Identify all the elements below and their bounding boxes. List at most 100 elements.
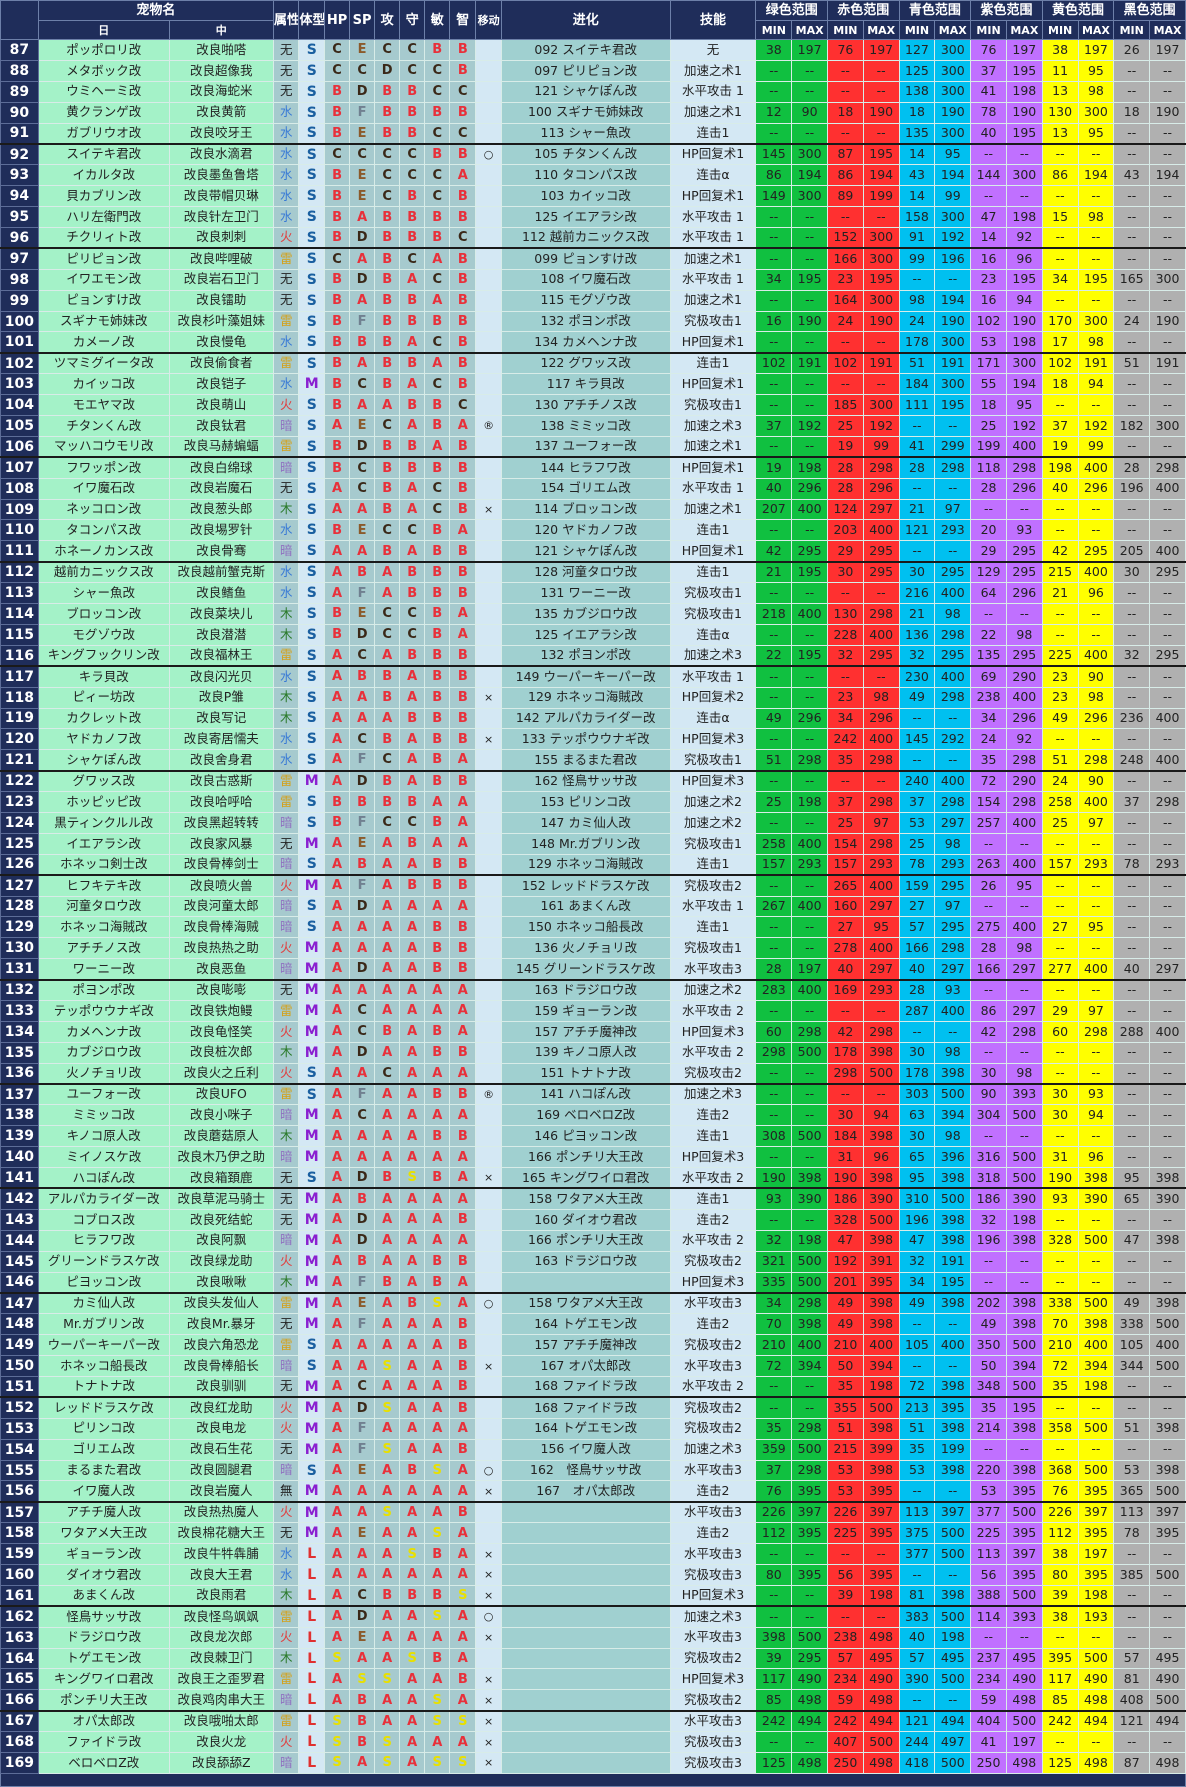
cell-p-min: 32 bbox=[970, 1208, 1007, 1231]
cell-p-max: 398 bbox=[1005, 1313, 1043, 1336]
cell-g-min: 207 bbox=[755, 498, 793, 521]
cell-cn: 改良寄居懦夫 bbox=[168, 728, 274, 751]
cell-jp: イワ魔人改 bbox=[37, 1480, 170, 1503]
cell-k-min: 205 bbox=[1113, 540, 1151, 563]
table-row: 89 ウミヘーミ改 改良海蛇米无 S B D B B C C 121 シャケぽん改 水平攻击 1 -- -… bbox=[0, 80, 1186, 103]
cell-agi: C bbox=[424, 477, 451, 500]
cell-size: S bbox=[298, 206, 326, 229]
cell-size: M bbox=[298, 1041, 326, 1064]
cell-b-min: 32 bbox=[898, 644, 936, 667]
cell-g-max: 400 bbox=[791, 832, 828, 855]
cell-b-max: 199 bbox=[934, 1438, 972, 1461]
cell-move bbox=[475, 1271, 502, 1294]
cell-evo: 157 アチチ魔神改 bbox=[500, 1334, 671, 1357]
cell-move bbox=[475, 832, 502, 855]
cell-g-min: -- bbox=[755, 394, 793, 417]
cell-sp: B bbox=[349, 331, 376, 354]
cell-k-max: -- bbox=[1149, 1083, 1186, 1106]
cell-int: A bbox=[449, 791, 477, 813]
header-agility: 敏 bbox=[424, 0, 451, 40]
cell-skill: HP回复术3 bbox=[669, 1020, 757, 1043]
cell-k-min: -- bbox=[1113, 1062, 1151, 1085]
cell-k-max: -- bbox=[1149, 435, 1186, 458]
cell-b-max: 400 bbox=[934, 582, 972, 605]
cell-attr: 无 bbox=[272, 832, 300, 855]
cell-r-max: 300 bbox=[862, 227, 900, 249]
cell-p-min: 171 bbox=[970, 351, 1007, 375]
table-row: 127 ヒフキテキ改 改良喷火兽火 M A F A B B B 152 レッドドラスケ改 究极攻击2-… bbox=[0, 874, 1186, 897]
cell-r-max: 400 bbox=[862, 1334, 900, 1357]
cell-k-max: -- bbox=[1149, 999, 1186, 1022]
cell-skill: 加速之术3 bbox=[669, 1438, 757, 1461]
cell-agi: A bbox=[424, 1480, 451, 1503]
cell-b-max: 300 bbox=[934, 206, 972, 229]
cell-jp: スイテキ君改 bbox=[37, 142, 170, 166]
table-row: 156 イワ魔人改 改良岩魔人無 M A A A A A A × 167 オパ太郎改 连击2 76 395 5… bbox=[0, 1480, 1186, 1503]
cell-r-max: 490 bbox=[862, 1668, 900, 1691]
cell-g-min: 21 bbox=[755, 560, 793, 584]
cell-k-min: -- bbox=[1113, 373, 1151, 396]
cell-y-min: 37 bbox=[1041, 415, 1079, 437]
cell-g-max: -- bbox=[791, 206, 828, 229]
cell-sp: F bbox=[349, 582, 376, 605]
cell-sp: D bbox=[349, 958, 376, 981]
cell-k-max: 498 bbox=[1149, 1752, 1186, 1774]
table-row: 121 シャケぽん改 改良舍身君水 S A F C A B A 155 まるまた君改 究极攻击1 51 2… bbox=[0, 749, 1186, 772]
cell-int: A bbox=[449, 1459, 477, 1482]
cell-cn: 改良刺刺 bbox=[168, 227, 274, 249]
cell-b-max: 298 bbox=[934, 686, 972, 709]
cell-int: A bbox=[449, 1271, 477, 1294]
cell-k-min: 105 bbox=[1113, 1334, 1151, 1357]
cell-k-min: 51 bbox=[1113, 351, 1151, 375]
cell-move bbox=[475, 122, 502, 145]
cell-attr: 木 bbox=[272, 623, 300, 646]
cell-r-max: 400 bbox=[862, 519, 900, 542]
cell-sp: A bbox=[349, 394, 376, 417]
cell-b-min: 30 bbox=[898, 1125, 936, 1148]
cell-agi: B bbox=[424, 937, 451, 960]
cell-y-max: 300 bbox=[1077, 101, 1115, 124]
cell-atk: A bbox=[374, 874, 401, 897]
cell-skill: 究极攻击1 bbox=[669, 603, 757, 625]
cell-p-max: 400 bbox=[1005, 853, 1043, 876]
cell-g-max: -- bbox=[791, 1584, 828, 1607]
cell-y-min: -- bbox=[1041, 142, 1079, 166]
cell-y-max: -- bbox=[1077, 498, 1115, 521]
cell-atk: A bbox=[374, 999, 401, 1022]
cell-cn: 改良龟怪笑 bbox=[168, 1020, 274, 1043]
cell-y-max: 500 bbox=[1077, 1291, 1115, 1315]
cell-skill: 连击1 bbox=[669, 1187, 757, 1210]
cell-cn: 改良舔舔Z bbox=[168, 1752, 274, 1774]
cell-agi: A bbox=[424, 1626, 451, 1649]
cell-r-min: 169 bbox=[827, 978, 864, 1001]
cell-hp: A bbox=[324, 1313, 351, 1336]
cell-attr: 木 bbox=[272, 1271, 300, 1294]
cell-g-min: 85 bbox=[755, 1689, 793, 1712]
cell-def: C bbox=[399, 247, 426, 270]
cell-g-min: -- bbox=[755, 1062, 793, 1085]
cell-def: B bbox=[399, 1459, 426, 1482]
cell-def: A bbox=[399, 1438, 426, 1461]
cell-evo: 132 ポヨンポ改 bbox=[500, 644, 671, 667]
cell-y-min: 40 bbox=[1041, 477, 1079, 500]
cell-atk: A bbox=[374, 1083, 401, 1106]
cell-skill: 加速之术3 bbox=[669, 644, 757, 667]
cell-jp: Mr.ガブリン改 bbox=[37, 1313, 170, 1336]
cell-no: 150 bbox=[0, 1355, 39, 1377]
cell-evo: 159 ギョーラン改 bbox=[500, 999, 671, 1022]
cell-def: A bbox=[399, 1313, 426, 1336]
cell-b-min: 158 bbox=[898, 206, 936, 229]
cell-k-min: 47 bbox=[1113, 1229, 1151, 1252]
cell-y-max: -- bbox=[1077, 289, 1115, 312]
header-min: MIN bbox=[1041, 20, 1079, 40]
cell-k-min: -- bbox=[1113, 227, 1151, 249]
cell-b-min: 99 bbox=[898, 247, 936, 270]
cell-attr: 火 bbox=[272, 1417, 300, 1440]
cell-skill: 连击1 bbox=[669, 1125, 757, 1148]
cell-p-max: 295 bbox=[1005, 540, 1043, 563]
cell-y-max: -- bbox=[1077, 227, 1115, 249]
cell-y-min: -- bbox=[1041, 1626, 1079, 1649]
cell-no: 164 bbox=[0, 1647, 39, 1670]
cell-b-max: 194 bbox=[934, 289, 972, 312]
cell-p-min: 225 bbox=[970, 1522, 1007, 1545]
